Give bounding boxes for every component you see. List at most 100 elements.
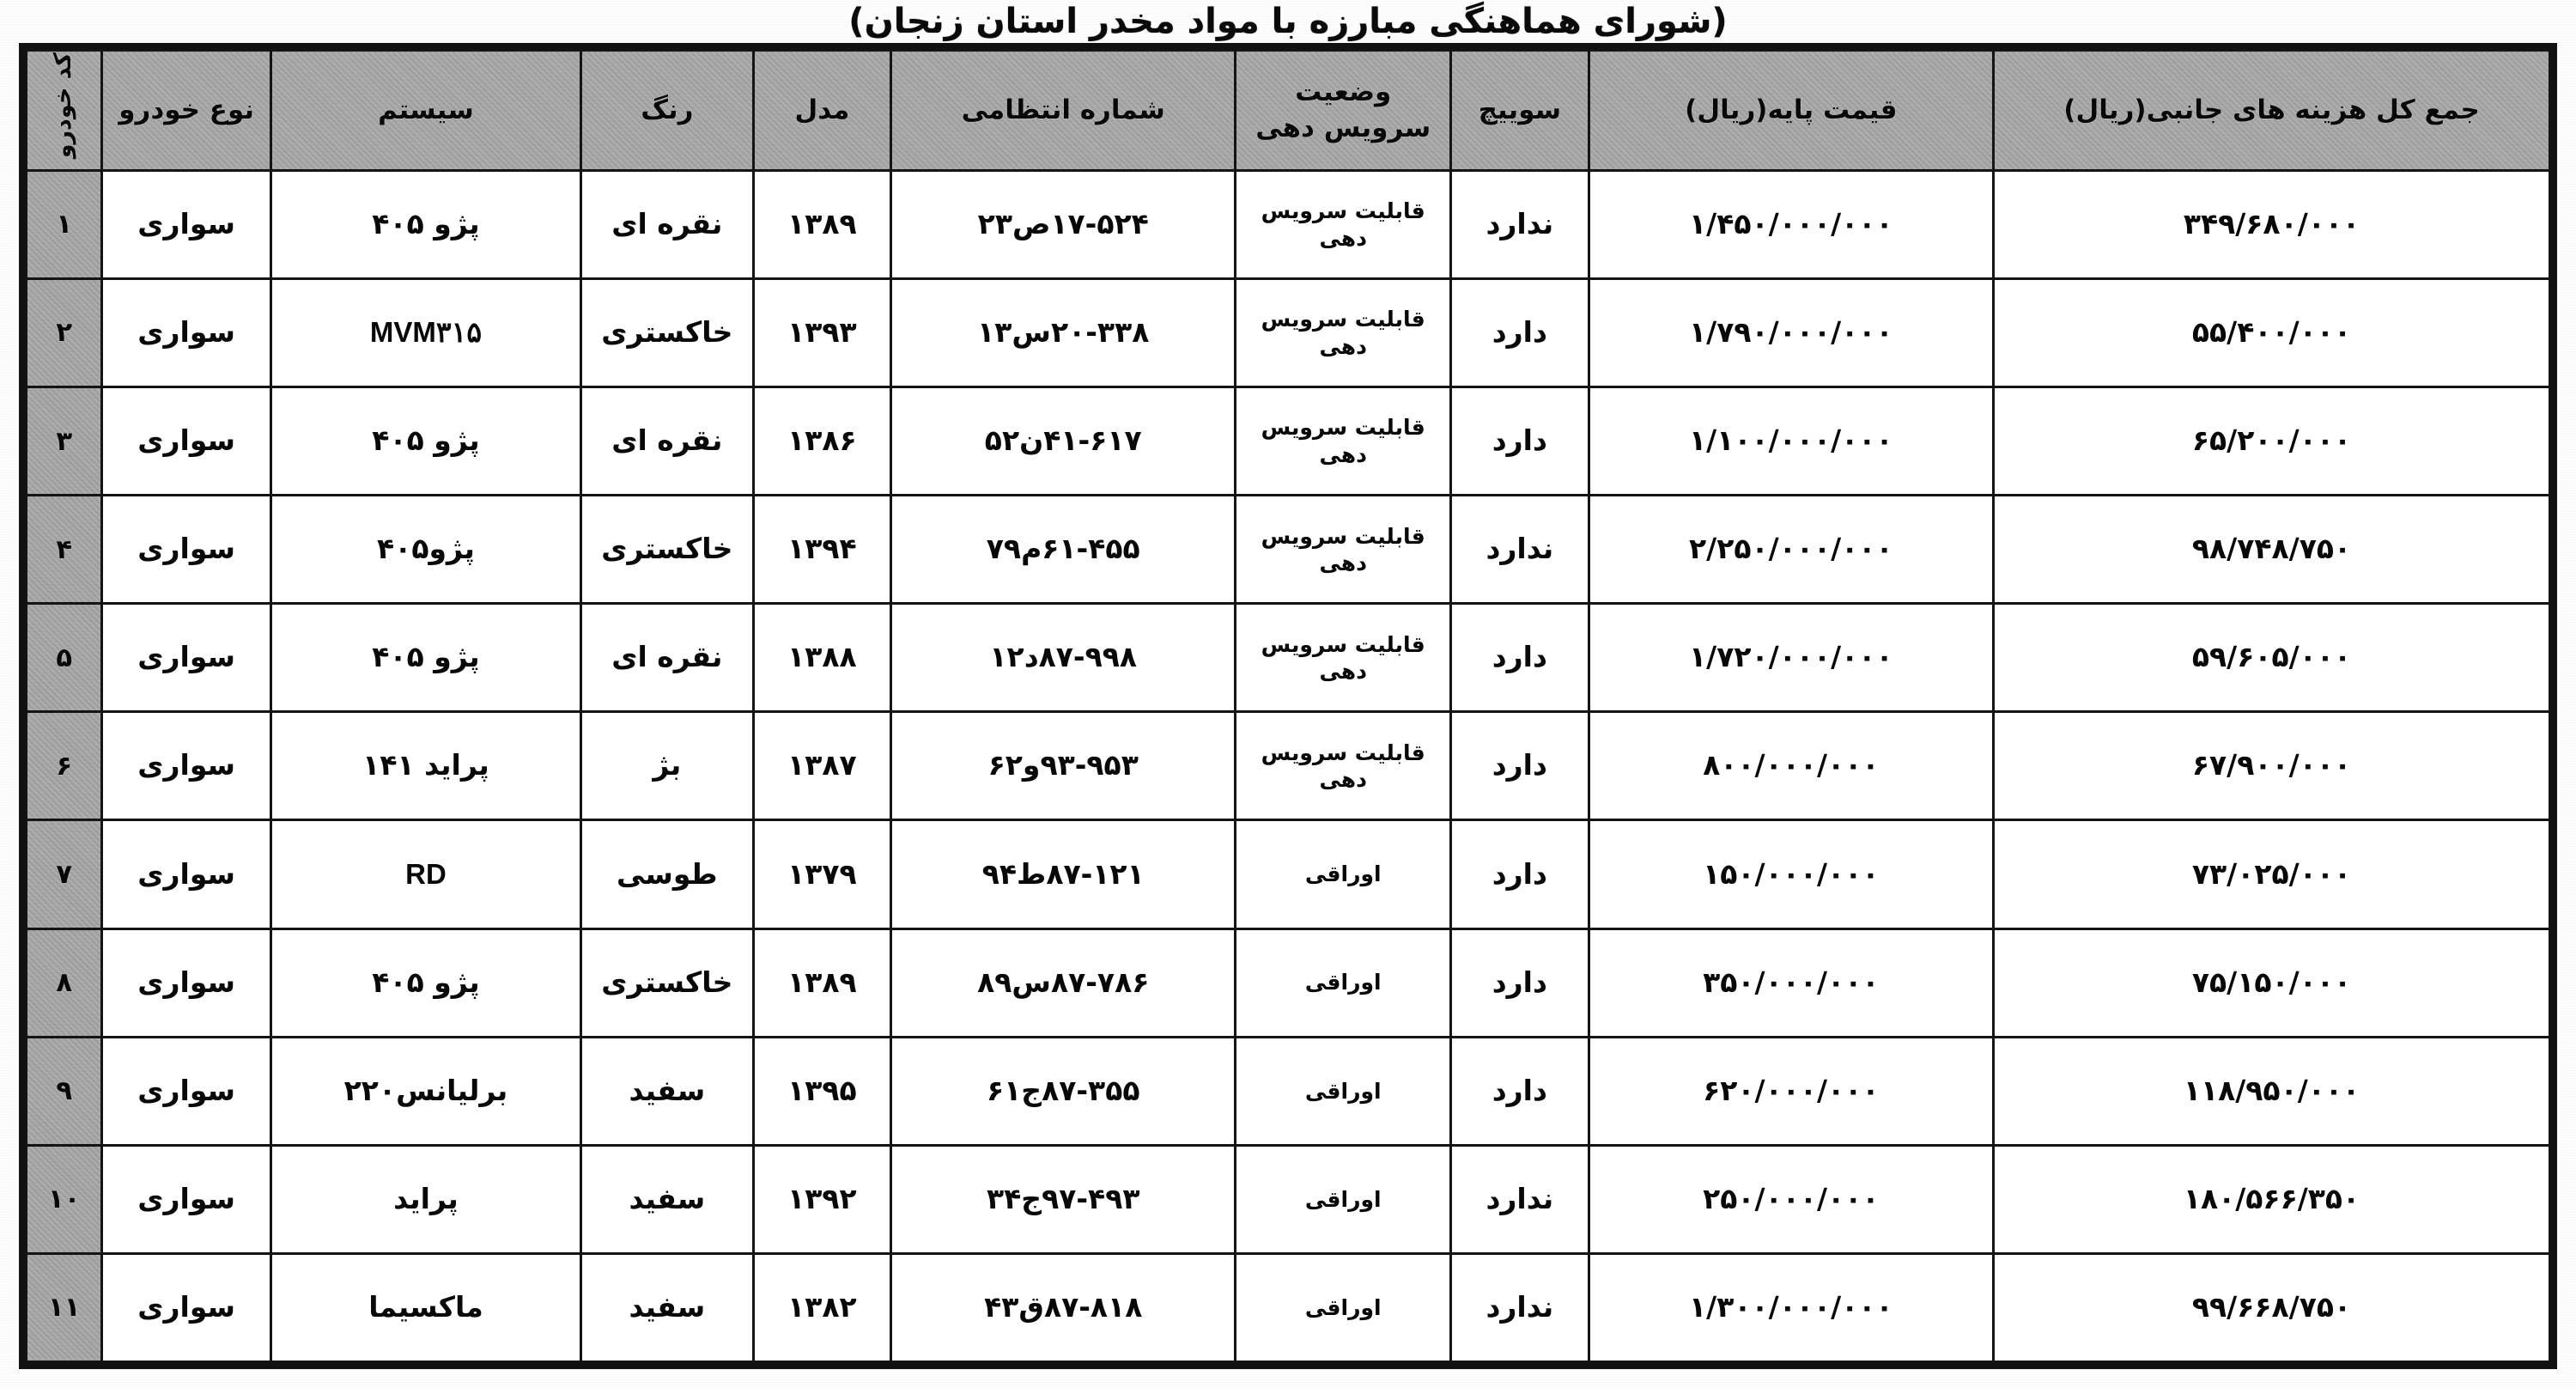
table-row: ۶۵/۲۰۰/۰۰۰ ۱/۱۰۰/۰۰۰/۰۰۰ دارد قابلیت سرویس … bbox=[24, 386, 2551, 497]
cell-base-price: ۲۵۰/۰۰۰/۰۰۰ bbox=[1587, 1143, 1996, 1255]
cell-total-side-costs: ۵۵/۴۰۰/۰۰۰ bbox=[1992, 277, 2551, 389]
cell-switch: دارد bbox=[1449, 277, 1590, 389]
cell-model: ۱۳۷۹ bbox=[751, 819, 893, 930]
cell-total-side-costs: ۷۳/۰۲۵/۰۰۰ bbox=[1992, 819, 2551, 930]
column-header-model: مدل bbox=[751, 49, 893, 172]
cell-plate-number: ۴۱-۶۱۷ن۵۲ bbox=[890, 386, 1237, 497]
cell-switch: ندارد bbox=[1449, 168, 1590, 281]
cell-color: سفید bbox=[580, 1251, 755, 1364]
cell-switch: ندارد bbox=[1449, 1251, 1590, 1364]
column-header-plate-number: شماره انتظامی bbox=[890, 49, 1237, 172]
column-header-base-price: قیمت پایه(ریال) bbox=[1587, 49, 1996, 172]
cell-system: MVM۳۱۵ bbox=[269, 277, 583, 389]
cell-vehicle-type: سواری bbox=[100, 819, 272, 930]
cell-color: نقره ای bbox=[580, 602, 755, 714]
cell-plate-number: ۹۳-۹۵۳و۶۲ bbox=[890, 710, 1237, 822]
cell-vehicle-type: سواری bbox=[100, 386, 272, 497]
cell-system: پژو۴۰۵ bbox=[269, 494, 583, 606]
cell-switch: دارد bbox=[1449, 710, 1590, 822]
cell-row-code: ۱ bbox=[24, 168, 104, 281]
cell-color: خاکستری bbox=[580, 277, 755, 389]
cell-switch: دارد bbox=[1449, 602, 1590, 714]
table-row: ۹۹/۶۶۸/۷۵۰ ۱/۳۰۰/۰۰۰/۰۰۰ ندارد اوراقی ۸۷-۸۱۸… bbox=[24, 1251, 2551, 1364]
cell-service-status: اوراقی bbox=[1234, 1143, 1453, 1255]
cell-service-status: اوراقی bbox=[1234, 927, 1453, 1038]
cell-total-side-costs: ۶۵/۲۰۰/۰۰۰ bbox=[1992, 386, 2551, 497]
cell-plate-number: ۸۷-۷۸۶س۸۹ bbox=[890, 927, 1237, 1038]
cell-service-status: قابلیت سرویس دهی bbox=[1234, 277, 1453, 389]
cell-base-price: ۶۲۰/۰۰۰/۰۰۰ bbox=[1587, 1035, 1996, 1147]
cell-vehicle-type: سواری bbox=[100, 602, 272, 714]
cell-vehicle-type: سواری bbox=[100, 927, 272, 1038]
cell-color: نقره ای bbox=[580, 168, 755, 281]
cell-color: طوسی bbox=[580, 819, 755, 930]
cell-service-status: اوراقی bbox=[1234, 819, 1453, 930]
cell-color: خاکستری bbox=[580, 494, 755, 606]
cell-row-code: ۴ bbox=[24, 494, 104, 606]
table-header-row: جمع کل هزینه های جانبی(ریال) قیمت پایه(ر… bbox=[24, 49, 2551, 172]
cell-switch: دارد bbox=[1449, 1035, 1590, 1147]
cell-model: ۱۳۸۹ bbox=[751, 168, 893, 281]
cell-total-side-costs: ۹۸/۷۴۸/۷۵۰ bbox=[1992, 494, 2551, 606]
cell-plate-number: ۶۱-۴۵۵م۷۹ bbox=[890, 494, 1237, 606]
table-row: ۱۱۸/۹۵۰/۰۰۰ ۶۲۰/۰۰۰/۰۰۰ دارد اوراقی ۸۷-۳۵۵ج۶… bbox=[24, 1035, 2551, 1147]
cell-switch: ندارد bbox=[1449, 1143, 1590, 1255]
document-title-bar: (شورای هماهنگی مبارزه با مواد مخدر استان… bbox=[0, 0, 2576, 43]
cell-vehicle-type: سواری bbox=[100, 168, 272, 281]
cell-vehicle-type: سواری bbox=[100, 1251, 272, 1364]
cell-system: ماکسیما bbox=[269, 1251, 583, 1364]
cell-model: ۱۳۸۶ bbox=[751, 386, 893, 497]
cell-plate-number: ۸۷-۱۲۱ط۹۴ bbox=[890, 819, 1237, 930]
cell-service-status: قابلیت سرویس دهی bbox=[1234, 602, 1453, 714]
cell-base-price: ۱۵۰/۰۰۰/۰۰۰ bbox=[1587, 819, 1996, 930]
cell-total-side-costs: ۹۹/۶۶۸/۷۵۰ bbox=[1992, 1251, 2551, 1364]
page-title: (شورای هماهنگی مبارزه با مواد مخدر استان… bbox=[848, 2, 1728, 41]
table-row: ۷۳/۰۲۵/۰۰۰ ۱۵۰/۰۰۰/۰۰۰ دارد اوراقی ۸۷-۱۲۱ط۹۴… bbox=[24, 819, 2551, 930]
cell-system: پژو ۴۰۵ bbox=[269, 386, 583, 497]
cell-system: پراید bbox=[269, 1143, 583, 1255]
cell-row-code: ۳ bbox=[24, 386, 104, 497]
cell-vehicle-type: سواری bbox=[100, 1143, 272, 1255]
cell-model: ۱۳۹۵ bbox=[751, 1035, 893, 1147]
cell-base-price: ۱/۴۵۰/۰۰۰/۰۰۰ bbox=[1587, 168, 1996, 281]
cell-base-price: ۱/۷۹۰/۰۰۰/۰۰۰ bbox=[1587, 277, 1996, 389]
cell-plate-number: ۹۷-۴۹۳ج۳۴ bbox=[890, 1143, 1237, 1255]
column-header-color: رنگ bbox=[580, 49, 755, 172]
table-row: ۵۵/۴۰۰/۰۰۰ ۱/۷۹۰/۰۰۰/۰۰۰ دارد قابلیت سرویس … bbox=[24, 277, 2551, 389]
cell-vehicle-type: سواری bbox=[100, 494, 272, 606]
table-row: ۳۴۹/۶۸۰/۰۰۰ ۱/۴۵۰/۰۰۰/۰۰۰ ندارد قابلیت سروی… bbox=[24, 168, 2551, 281]
cell-switch: دارد bbox=[1449, 386, 1590, 497]
cell-model: ۱۳۸۸ bbox=[751, 602, 893, 714]
cell-row-code: ۸ bbox=[24, 927, 104, 1038]
cell-row-code: ۱۰ bbox=[24, 1143, 104, 1255]
cell-model: ۱۳۸۷ bbox=[751, 710, 893, 822]
cell-color: نقره ای bbox=[580, 386, 755, 497]
column-header-system: سیستم bbox=[269, 49, 583, 172]
cell-total-side-costs: ۳۴۹/۶۸۰/۰۰۰ bbox=[1992, 168, 2551, 281]
cell-switch: ندارد bbox=[1449, 494, 1590, 606]
cell-service-status: قابلیت سرویس دهی bbox=[1234, 168, 1453, 281]
cell-vehicle-type: سواری bbox=[100, 1035, 272, 1147]
cell-total-side-costs: ۱۸۰/۵۶۶/۳۵۰ bbox=[1992, 1143, 2551, 1255]
cell-switch: دارد bbox=[1449, 927, 1590, 1038]
column-header-switch: سوییچ bbox=[1449, 49, 1590, 172]
column-header-service-status: وضعیت سرویس دهی bbox=[1234, 49, 1453, 172]
cell-row-code: ۹ bbox=[24, 1035, 104, 1147]
cell-service-status: قابلیت سرویس دهی bbox=[1234, 710, 1453, 822]
cell-model: ۱۳۹۳ bbox=[751, 277, 893, 389]
cell-color: خاکستری bbox=[580, 927, 755, 1038]
cell-row-code: ۷ bbox=[24, 819, 104, 930]
table-header-row-group: جمع کل هزینه های جانبی(ریال) قیمت پایه(ر… bbox=[24, 49, 2551, 172]
table-row: ۹۸/۷۴۸/۷۵۰ ۲/۲۵۰/۰۰۰/۰۰۰ ندارد قابلیت سرویس… bbox=[24, 494, 2551, 606]
cell-color: سفید bbox=[580, 1035, 755, 1147]
vehicle-auction-table: جمع کل هزینه های جانبی(ریال) قیمت پایه(ر… bbox=[24, 49, 2551, 1364]
cell-base-price: ۲/۲۵۰/۰۰۰/۰۰۰ bbox=[1587, 494, 1996, 606]
column-header-row-code-label: کد خودرو bbox=[50, 52, 77, 159]
cell-vehicle-type: سواری bbox=[100, 277, 272, 389]
cell-system: پژو ۴۰۵ bbox=[269, 168, 583, 281]
cell-system: پراید ۱۴۱ bbox=[269, 710, 583, 822]
cell-base-price: ۳۵۰/۰۰۰/۰۰۰ bbox=[1587, 927, 1996, 1038]
table-row: ۷۵/۱۵۰/۰۰۰ ۳۵۰/۰۰۰/۰۰۰ دارد اوراقی ۸۷-۷۸۶س۸۹… bbox=[24, 927, 2551, 1038]
column-header-row-code: کد خودرو bbox=[24, 49, 104, 172]
cell-base-price: ۱/۳۰۰/۰۰۰/۰۰۰ bbox=[1587, 1251, 1996, 1364]
